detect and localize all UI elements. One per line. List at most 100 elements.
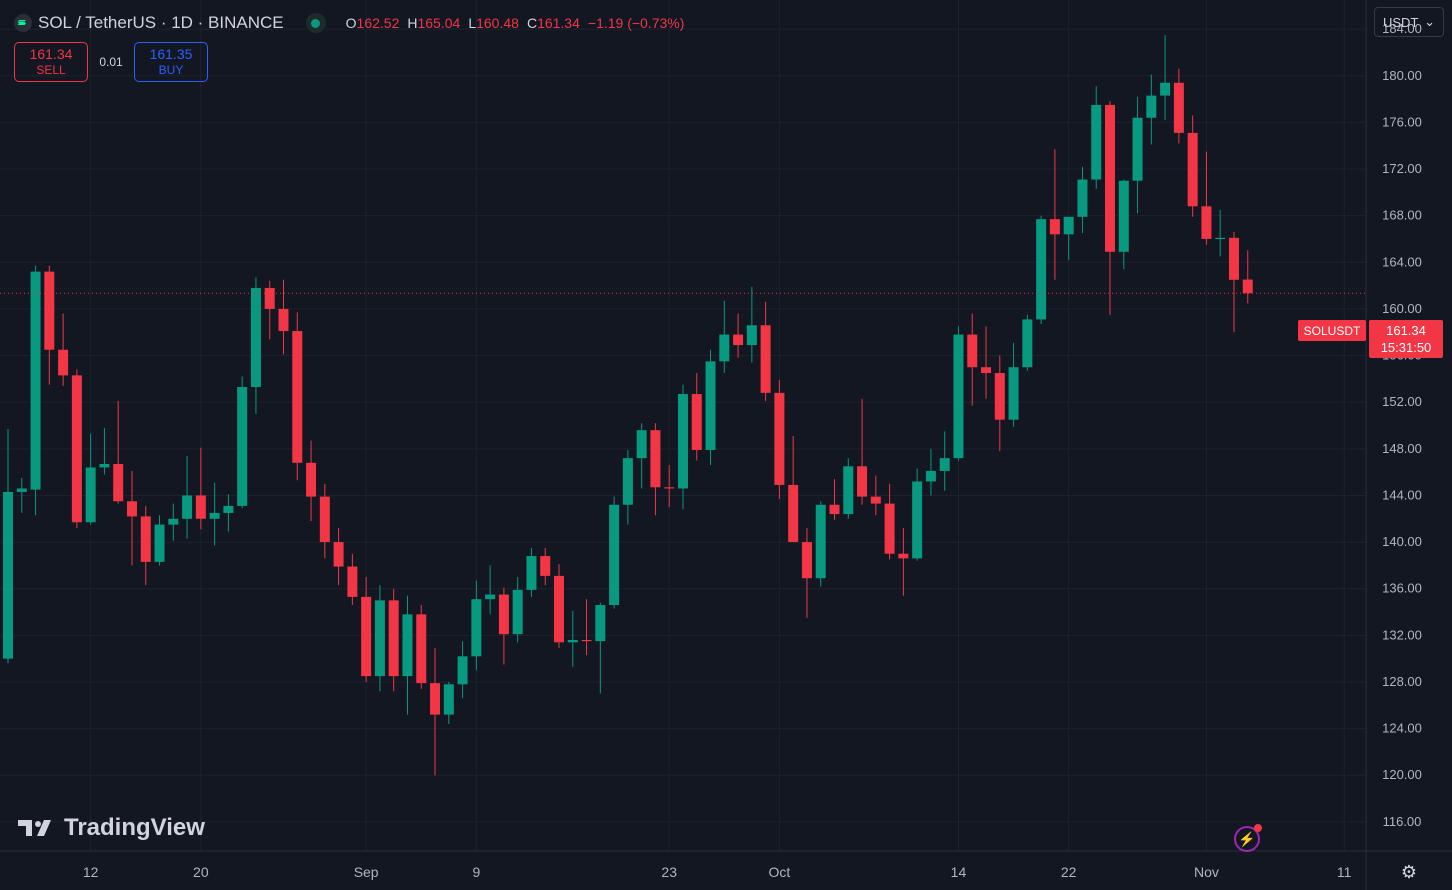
candle-body (1132, 117, 1143, 181)
candle-body (264, 287, 275, 309)
candle-body (774, 392, 785, 485)
candle (1132, 96, 1143, 214)
price-tick-label: 168.00 (1382, 208, 1422, 223)
bar-countdown: 15:31:50 (1380, 340, 1432, 355)
candle (760, 301, 771, 402)
candle (430, 648, 441, 776)
price-axis: 116.00 120.00 124.00 128.00 132.00 136.00 140.… (1382, 21, 1422, 829)
sell-label: SELL (36, 63, 66, 77)
candle (1146, 74, 1157, 145)
candles (3, 34, 1253, 776)
candle-body (1091, 104, 1102, 180)
candle (788, 435, 799, 543)
time-tick-label: 23 (661, 864, 677, 880)
candle-body (636, 430, 647, 459)
candle (953, 326, 964, 461)
candle (705, 349, 716, 466)
candle-body (374, 600, 385, 677)
candle (71, 369, 82, 529)
buy-label: BUY (158, 63, 184, 77)
solana-logo-icon (14, 14, 32, 32)
gear-icon[interactable]: ⚙ (1400, 861, 1418, 882)
candle-body (250, 287, 261, 388)
candle (595, 602, 606, 694)
candle-body (554, 575, 564, 643)
candle (1215, 209, 1226, 257)
time-tick-label: 14 (951, 864, 967, 880)
candle (3, 428, 13, 664)
candle-body (347, 566, 358, 597)
candle (292, 312, 303, 481)
price-tick-label: 164.00 (1382, 254, 1422, 269)
time-tick-label: 20 (193, 864, 209, 880)
tradingview-logo[interactable]: TradingView (18, 814, 205, 842)
candle-body (1173, 82, 1184, 133)
candle (278, 279, 289, 355)
candle-body (1036, 219, 1047, 320)
candle-body (581, 639, 592, 642)
spread-value: 0.01 (99, 55, 123, 69)
candle-body (113, 463, 124, 502)
candle-body (99, 463, 110, 468)
candle-body (1187, 132, 1198, 207)
candle (126, 470, 137, 566)
candle-body (925, 470, 936, 482)
candle-body (1049, 219, 1060, 235)
candle-body (443, 684, 454, 715)
candle-body (746, 325, 757, 346)
price-tick-label: 184.00 (1382, 21, 1422, 36)
candle (1105, 101, 1115, 315)
sell-button[interactable]: 161.34 SELL (14, 42, 88, 82)
candle (815, 501, 826, 587)
candle-body (664, 487, 675, 489)
candle (333, 528, 344, 586)
candle-body (126, 501, 137, 517)
price-tick-label: 136.00 (1382, 581, 1422, 596)
time-axis: 12 20 Sep 9 23 Oct 14 22 Nov 11 (83, 864, 1352, 880)
candle (526, 547, 537, 597)
candle-body (30, 271, 41, 490)
currency-select[interactable]: USDT ⌄ (1374, 7, 1444, 37)
candle-body (168, 518, 179, 525)
candle-body (471, 599, 482, 657)
candle (168, 503, 179, 541)
time-tick-label: Sep (354, 864, 379, 880)
candle (719, 300, 730, 374)
candle-body (3, 491, 13, 659)
price-tick-label: 144.00 (1382, 487, 1422, 502)
candle (250, 277, 261, 414)
buy-button[interactable]: 161.35 BUY (134, 42, 208, 82)
price-tick-label: 116.00 (1383, 814, 1422, 829)
candle (457, 641, 468, 699)
symbol-title[interactable]: SOL / TetherUS · 1D · BINANCE (38, 13, 284, 32)
candle-body (788, 484, 799, 543)
price-tick-label: 160.00 (1382, 301, 1422, 316)
price-tick-label: 176.00 (1382, 114, 1422, 129)
candle-body (939, 458, 950, 471)
candle (1063, 216, 1074, 260)
candle (1173, 68, 1184, 144)
sell-price: 161.34 (29, 46, 73, 62)
candle-body (402, 614, 413, 677)
candle (1049, 149, 1060, 280)
price-tick-label: 180.00 (1382, 68, 1422, 83)
candle-body (526, 556, 537, 590)
candle (1022, 314, 1033, 371)
price-tick-label: 120.00 (1382, 767, 1422, 782)
candle (306, 440, 317, 522)
candle (85, 433, 96, 525)
candle (774, 380, 785, 499)
candle (471, 580, 482, 671)
time-tick-label: 9 (472, 864, 480, 880)
candle-body (430, 683, 441, 715)
candle (374, 585, 385, 692)
ohlc-close: C161.34 (526, 15, 580, 31)
candle-body (209, 512, 220, 519)
ohlc-open: O162.52 (345, 15, 400, 31)
candle (264, 280, 275, 340)
candle-body (1118, 180, 1129, 252)
candle (554, 564, 564, 649)
bolt-icon[interactable]: ⚡ (1234, 824, 1262, 852)
candle-body (319, 496, 330, 543)
